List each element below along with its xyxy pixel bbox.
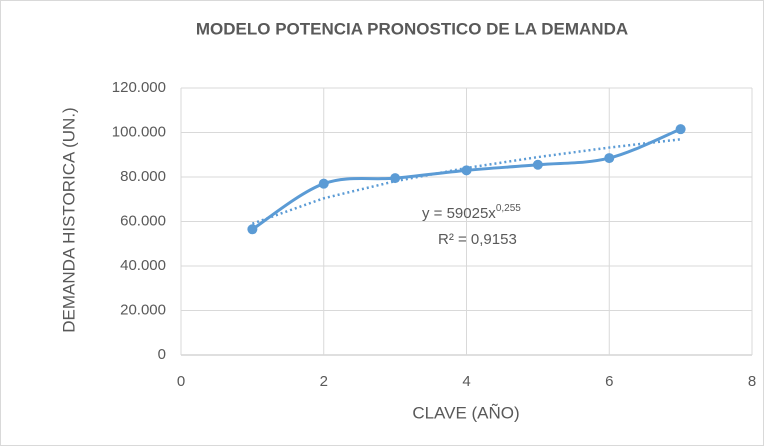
point xyxy=(390,173,401,184)
point xyxy=(247,224,258,235)
r-squared: R² = 0,9153 xyxy=(438,231,517,248)
y-tick-label: 20.000 xyxy=(120,301,166,318)
point xyxy=(461,165,472,176)
chart-title: MODELO POTENCIA PRONOSTICO DE LA DEMANDA xyxy=(196,19,628,38)
point xyxy=(532,159,543,170)
x-tick-label: 2 xyxy=(320,373,328,390)
y-tick-label: 60.000 xyxy=(120,212,166,229)
equation-exponent: 0,255 xyxy=(496,203,521,214)
y-tick-label: 100.000 xyxy=(112,123,166,140)
point xyxy=(318,178,329,189)
trendline-equation: y = 59025x0,255 xyxy=(422,203,521,222)
y-axis-label: DEMANDA HISTORICA (UN.) xyxy=(59,107,78,332)
y-tick-label: 80.000 xyxy=(120,168,166,185)
x-tick-label: 4 xyxy=(462,373,470,390)
equation-text: y = 59025x xyxy=(422,205,496,222)
x-tick-label: 6 xyxy=(605,373,613,390)
y-tick-label: 0 xyxy=(158,346,166,363)
point xyxy=(675,124,686,135)
y-tick-label: 40.000 xyxy=(120,257,166,274)
point xyxy=(604,153,615,164)
x-tick-label: 8 xyxy=(748,373,756,390)
y-tick-label: 120.000 xyxy=(112,79,166,96)
x-tick-label: 0 xyxy=(177,373,185,390)
x-axis-label: CLAVE (AÑO) xyxy=(412,403,519,422)
